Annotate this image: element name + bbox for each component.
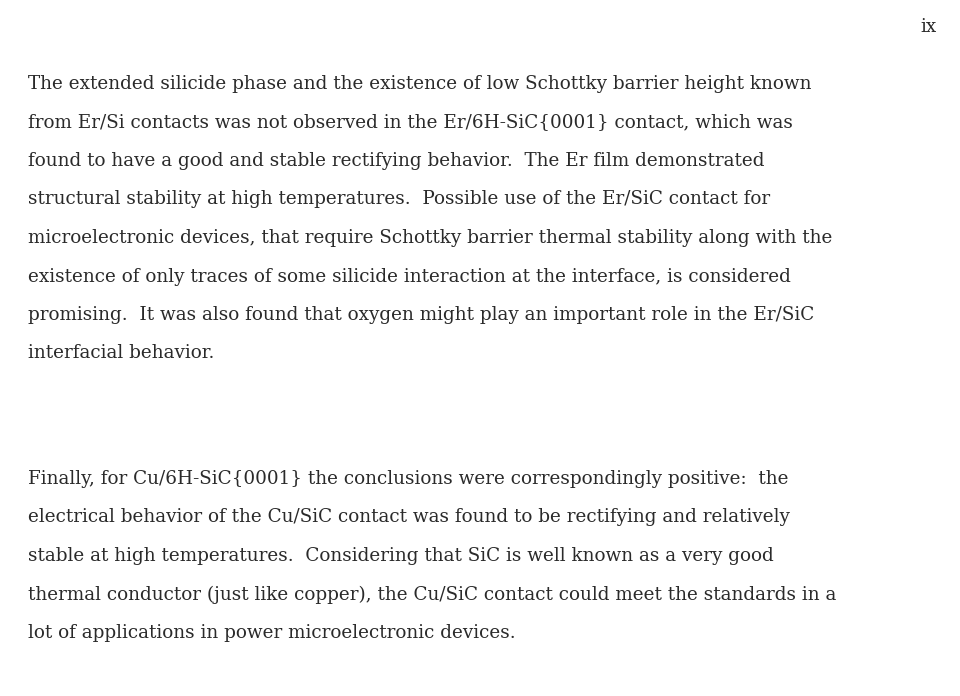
- Text: Finally, for Cu/6H-SiC{0001} the conclusions were correspondingly positive:  the: Finally, for Cu/6H-SiC{0001} the conclus…: [28, 470, 788, 488]
- Text: electrical behavior of the Cu/SiC contact was found to be rectifying and relativ: electrical behavior of the Cu/SiC contac…: [28, 509, 790, 526]
- Text: interfacial behavior.: interfacial behavior.: [28, 345, 214, 363]
- Text: thermal conductor (just like copper), the Cu/SiC contact could meet the standard: thermal conductor (just like copper), th…: [28, 585, 836, 603]
- Text: microelectronic devices, that require Schottky barrier thermal stability along w: microelectronic devices, that require Sc…: [28, 229, 832, 247]
- Text: promising.  It was also found that oxygen might play an important role in the Er: promising. It was also found that oxygen…: [28, 306, 814, 324]
- Text: from Er/Si contacts was not observed in the Er/6H-SiC{0001} contact, which was: from Er/Si contacts was not observed in …: [28, 113, 793, 132]
- Text: The extended silicide phase and the existence of low Schottky barrier height kno: The extended silicide phase and the exis…: [28, 75, 811, 93]
- Text: found to have a good and stable rectifying behavior.  The Er film demonstrated: found to have a good and stable rectifyi…: [28, 152, 764, 170]
- Text: lot of applications in power microelectronic devices.: lot of applications in power microelectr…: [28, 624, 516, 642]
- Text: stable at high temperatures.  Considering that SiC is well known as a very good: stable at high temperatures. Considering…: [28, 547, 774, 565]
- Text: ix: ix: [920, 18, 936, 36]
- Text: structural stability at high temperatures.  Possible use of the Er/SiC contact f: structural stability at high temperature…: [28, 191, 770, 209]
- Text: existence of only traces of some silicide interaction at the interface, is consi: existence of only traces of some silicid…: [28, 267, 791, 285]
